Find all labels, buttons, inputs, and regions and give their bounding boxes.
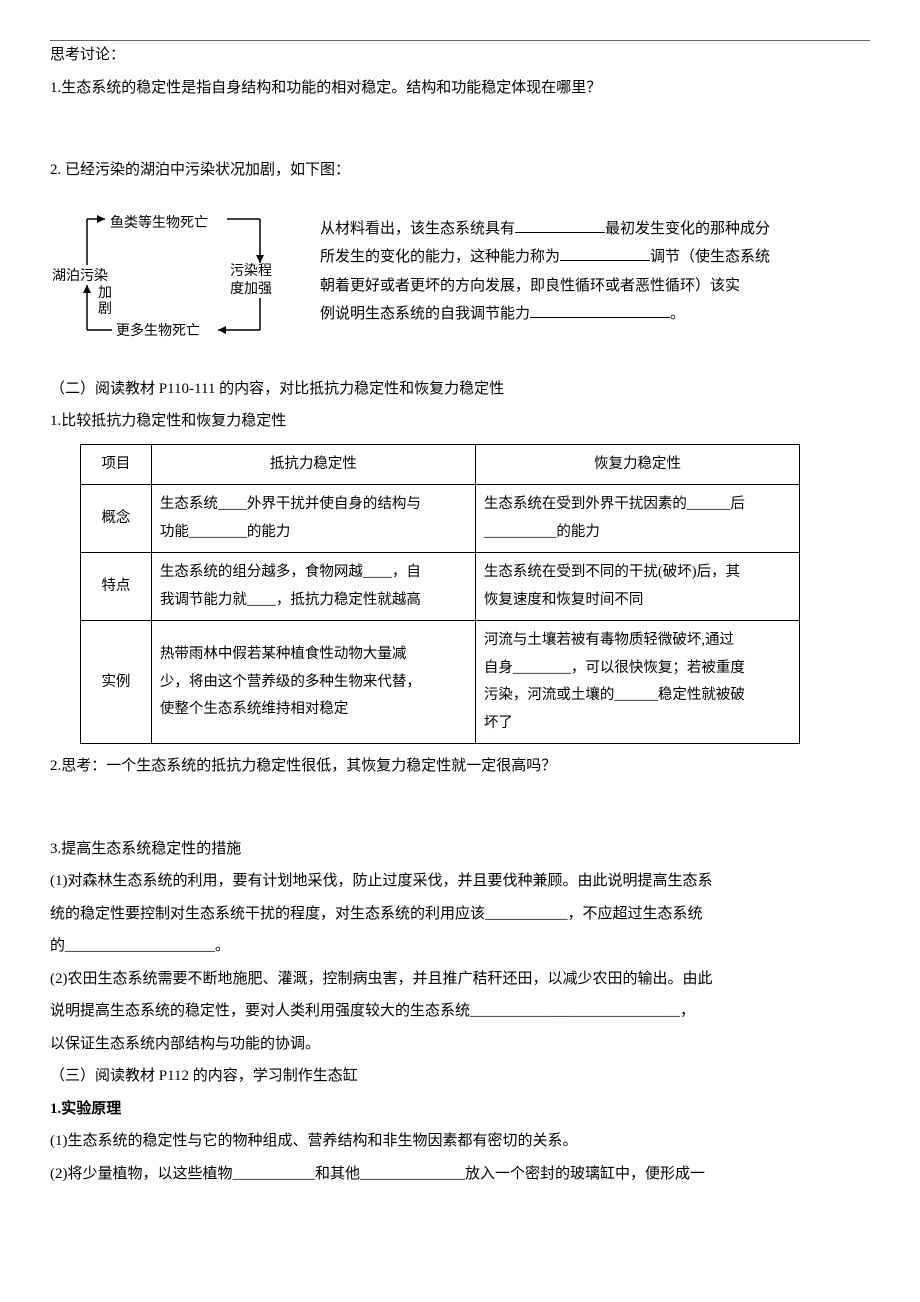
paragraph: 统的稳定性要控制对生态系统干扰的程度，对生态系统的利用应该___________… [50, 900, 870, 929]
table-row: 特点 生态系统的组分越多，食物网越____，自 我调节能力就____，抵抗力稳定… [81, 553, 800, 621]
discussion-title: 思考讨论： [50, 41, 870, 70]
section-2-sub1: 1.比较抵抗力稳定性和恢复力稳定性 [50, 407, 870, 436]
row-label: 实例 [81, 621, 152, 744]
svg-text:加: 加 [98, 285, 112, 301]
table-header-row: 项目 抵抗力稳定性 恢复力稳定性 [81, 444, 800, 485]
cell-resist: 生态系统的组分越多，食物网越____，自 我调节能力就____，抵抗力稳定性就越… [151, 553, 475, 621]
cell-line: 使整个生态系统维持相对稳定 [160, 696, 467, 724]
paragraph: (2)农田生态系统需要不断地施肥、灌溉，控制病虫害，并且推广秸秆还田，以减少农田… [50, 965, 870, 994]
paragraph: 的____________________。 [50, 932, 870, 961]
th-resist: 抵抗力稳定性 [151, 444, 475, 485]
cell-resist: 热带雨林中假若某种植食性动物大量减 少，将由这个营养级的多种生物来代替， 使整个… [151, 621, 475, 744]
cell-recover: 生态系统在受到外界干扰因素的______后 __________的能力 [475, 485, 799, 553]
cell-recover: 河流与土壤若被有毒物质轻微破坏,通过 自身________，可以很快恢复；若被重… [475, 621, 799, 744]
paragraph: (1)对森林生态系统的利用，要有计划地采伐，防止过度采伐，并且要伐种兼顾。由此说… [50, 867, 870, 896]
cell-line: 生态系统____外界干扰并使自身的结构与 [160, 491, 467, 519]
paragraph: (2)将少量植物，以这些植物___________和其他____________… [50, 1160, 870, 1189]
spacer [50, 106, 870, 156]
table-row: 概念 生态系统____外界干扰并使自身的结构与 功能________的能力 生态… [81, 485, 800, 553]
cell-line: 自身________，可以很快恢复；若被重度 [484, 655, 791, 683]
followup-q3: 3.提高生态系统稳定性的措施 [50, 835, 870, 864]
th-recover: 恢复力稳定性 [475, 444, 799, 485]
cell-line: 污染，河流或土壤的______稳定性就被破 [484, 682, 791, 710]
cell-line: 少，将由这个营养级的多种生物来代替， [160, 669, 467, 697]
svg-text:鱼类等生物死亡: 鱼类等生物死亡 [110, 214, 208, 231]
row-label: 概念 [81, 485, 152, 553]
text-fragment: 例说明生态系统的自我调节能力 [320, 306, 530, 322]
cell-line: 坏了 [484, 710, 791, 738]
section-2-title: （二）阅读教材 P110-111 的内容，对比抵抗力稳定性和恢复力稳定性 [50, 375, 870, 404]
cell-line: 热带雨林中假若某种植食性动物大量减 [160, 641, 467, 669]
cell-line: __________的能力 [484, 519, 791, 547]
comparison-table: 项目 抵抗力稳定性 恢复力稳定性 概念 生态系统____外界干扰并使自身的结构与… [80, 444, 800, 745]
cell-resist: 生态系统____外界干扰并使自身的结构与 功能________的能力 [151, 485, 475, 553]
table-row: 实例 热带雨林中假若某种植食性动物大量减 少，将由这个营养级的多种生物来代替， … [81, 621, 800, 744]
cell-recover: 生态系统在受到不同的干扰(破坏)后，其 恢复速度和恢复时间不同 [475, 553, 799, 621]
svg-text:剧: 剧 [98, 301, 112, 317]
question-2-intro: 2. 已经污染的湖泊中污染状况加剧，如下图： [50, 156, 870, 185]
cell-line: 河流与土壤若被有毒物质轻微破坏,通过 [484, 627, 791, 655]
section-3-title: （三）阅读教材 P112 的内容，学习制作生态缸 [50, 1062, 870, 1091]
th-item: 项目 [81, 444, 152, 485]
text-fragment: 所发生的变化的能力，这种能力称为 [320, 249, 560, 265]
paragraph: (1)生态系统的稳定性与它的物种组成、营养结构和非生物因素都有密切的关系。 [50, 1127, 870, 1156]
cell-line: 生态系统在受到外界干扰因素的______后 [484, 491, 791, 519]
spacer [50, 785, 870, 835]
section-3-sub1: 1.实验原理 [50, 1095, 870, 1124]
text-fragment: 调节（使生态系统 [650, 249, 770, 265]
fill-blank [530, 300, 670, 318]
diagram-side-text: 从材料看出，该生态系统具有 最初发生变化的那种成分 所发生的变化的能力，这种能力称… [300, 205, 870, 329]
cell-line: 我调节能力就____，抵抗力稳定性就越高 [160, 587, 467, 615]
question-1: 1.生态系统的稳定性是指自身结构和功能的相对稳定。结构和功能稳定体现在哪里？ [50, 74, 870, 103]
cell-line: 生态系统的组分越多，食物网越____，自 [160, 559, 467, 587]
svg-text:污染程: 污染程 [230, 263, 272, 279]
svg-text:度加强: 度加强 [230, 281, 272, 297]
paragraph: 说明提高生态系统的稳定性，要对人类利用强度较大的生态系统____________… [50, 997, 870, 1026]
paragraph: 以保证生态系统内部结构与功能的协调。 [50, 1030, 870, 1059]
cell-line: 功能________的能力 [160, 519, 467, 547]
text-fragment: 朝着更好或者更坏的方向发展，即良性循环或者恶性循环）该实 [320, 278, 740, 294]
text-fragment: 最初发生变化的那种成分 [605, 221, 770, 237]
diagram-row: 鱼类等生物死亡 湖泊污染 污染程 度加强 加 剧 更多生物死亡 从材料看出，该生… [50, 205, 870, 345]
cell-line: 恢复速度和恢复时间不同 [484, 587, 791, 615]
fill-blank [515, 215, 605, 233]
fill-blank [560, 243, 650, 261]
cycle-diagram: 鱼类等生物死亡 湖泊污染 污染程 度加强 加 剧 更多生物死亡 [50, 205, 300, 345]
svg-text:湖泊污染: 湖泊污染 [52, 268, 108, 284]
text-fragment: 。 [670, 306, 685, 322]
row-label: 特点 [81, 553, 152, 621]
svg-text:更多生物死亡: 更多生物死亡 [116, 322, 200, 339]
followup-q2: 2.思考：一个生态系统的抵抗力稳定性很低，其恢复力稳定性就一定很高吗？ [50, 752, 870, 781]
cell-line: 生态系统在受到不同的干扰(破坏)后，其 [484, 559, 791, 587]
text-fragment: 从材料看出，该生态系统具有 [320, 221, 515, 237]
